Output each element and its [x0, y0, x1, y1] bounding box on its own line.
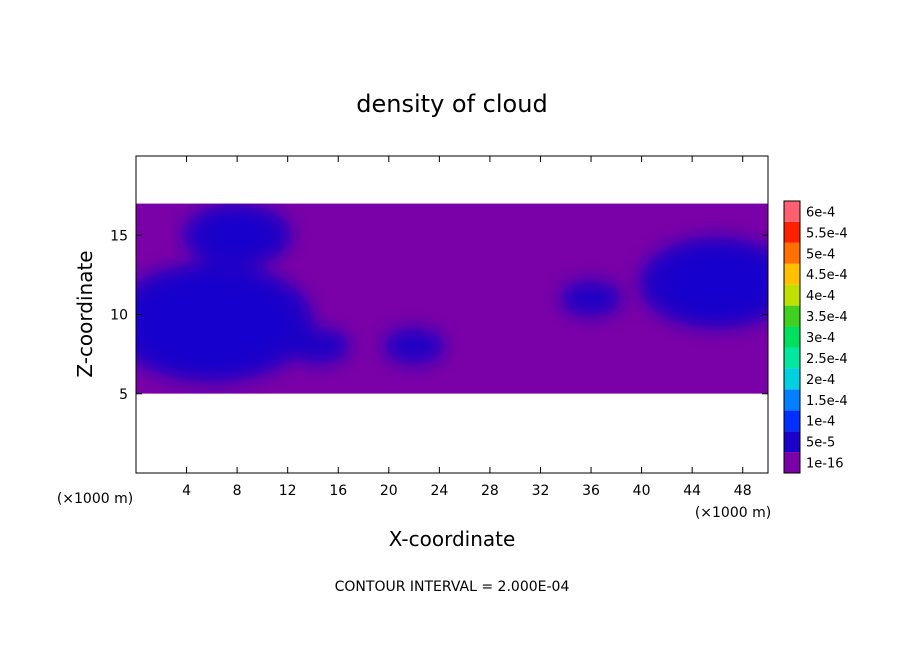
colorbar-label-5: 2.5e-4 [806, 352, 848, 367]
colorbar-label-10: 5e-4 [806, 247, 835, 262]
x-tick-label-48: 48 [734, 483, 752, 499]
clear-sky-bottom [136, 393, 768, 473]
x-unit-left: (×1000 m) [57, 491, 133, 507]
colorbar-swatch-0 [784, 452, 800, 473]
colorbar-swatch-7 [784, 305, 800, 327]
x-tick-label-4: 4 [182, 483, 191, 499]
cloud-core-2-level-1 [383, 328, 445, 365]
x-tick-label-40: 40 [633, 483, 651, 499]
colorbar-swatch-12 [784, 201, 800, 222]
x-unit-right: (×1000 m) [695, 505, 771, 521]
colorbar-label-1: 5e-5 [806, 436, 835, 451]
colorbar: 1e-16 5e-5 1e-4 1.5e-4 2e-4 2.5e-4 3e-4 3.5e-4 4… [783, 200, 848, 474]
colorbar-label-9: 4.5e-4 [806, 268, 848, 283]
y-tick-label-5: 5 [119, 387, 128, 403]
colorbar-swatch-8 [784, 284, 800, 306]
cloud-cores [136, 203, 768, 383]
colorbar-label-0: 1e-16 [806, 457, 844, 472]
x-tick-label-36: 36 [582, 483, 600, 499]
y-axis-ticks: 5 10 15 [110, 228, 768, 403]
y-axis-label: Z-coordinate [73, 250, 97, 377]
colorbar-swatch-10 [784, 242, 800, 264]
colorbar-swatch-1 [784, 431, 800, 453]
cloud-core-3-level-1 [639, 236, 768, 329]
colorbar-label-8: 4e-4 [806, 289, 835, 304]
colorbar-label-7: 3.5e-4 [806, 310, 848, 325]
x-axis-ticks: 4 8 12 16 20 24 28 32 36 40 44 48 [182, 156, 752, 499]
y-tick-label-10: 10 [110, 308, 128, 324]
x-tick-label-24: 24 [430, 483, 448, 499]
cloud-core-5-level-1 [560, 280, 622, 317]
colorbar-label-4: 2e-4 [806, 373, 835, 388]
clear-sky-top [136, 156, 768, 204]
x-tick-label-28: 28 [481, 483, 499, 499]
heatmap-field [136, 156, 768, 473]
x-tick-label-12: 12 [279, 483, 297, 499]
colorbar-swatch-2 [784, 410, 800, 432]
cloud-core-0-level-1 [136, 262, 314, 383]
colorbar-swatch-9 [784, 263, 800, 285]
x-tick-label-32: 32 [532, 483, 550, 499]
colorbar-label-6: 3e-4 [806, 331, 835, 346]
colorbar-swatch-5 [784, 347, 800, 369]
y-tick-label-15: 15 [110, 228, 128, 244]
colorbar-label-11: 5.5e-4 [806, 226, 848, 241]
cloud-core-1-level-1 [182, 203, 292, 268]
x-tick-label-16: 16 [329, 483, 347, 499]
contour-interval-note: CONTOUR INTERVAL = 2.000E-04 [335, 579, 570, 595]
colorbar-label-12: 6e-4 [806, 205, 835, 220]
x-axis-label: X-coordinate [389, 527, 516, 551]
colorbar-frame [783, 200, 801, 474]
x-tick-label-44: 44 [683, 483, 701, 499]
x-tick-label-8: 8 [233, 483, 242, 499]
colorbar-swatch-6 [784, 326, 800, 348]
colorbar-swatch-11 [784, 221, 800, 243]
chart-title: density of cloud [356, 90, 547, 118]
colorbar-swatch-4 [784, 368, 800, 390]
colorbar-label-3: 1.5e-4 [806, 394, 848, 409]
cloud-core-4-level-1 [288, 328, 350, 365]
colorbar-label-2: 1e-4 [806, 415, 835, 430]
x-tick-label-20: 20 [380, 483, 398, 499]
colorbar-swatch-3 [784, 389, 800, 411]
